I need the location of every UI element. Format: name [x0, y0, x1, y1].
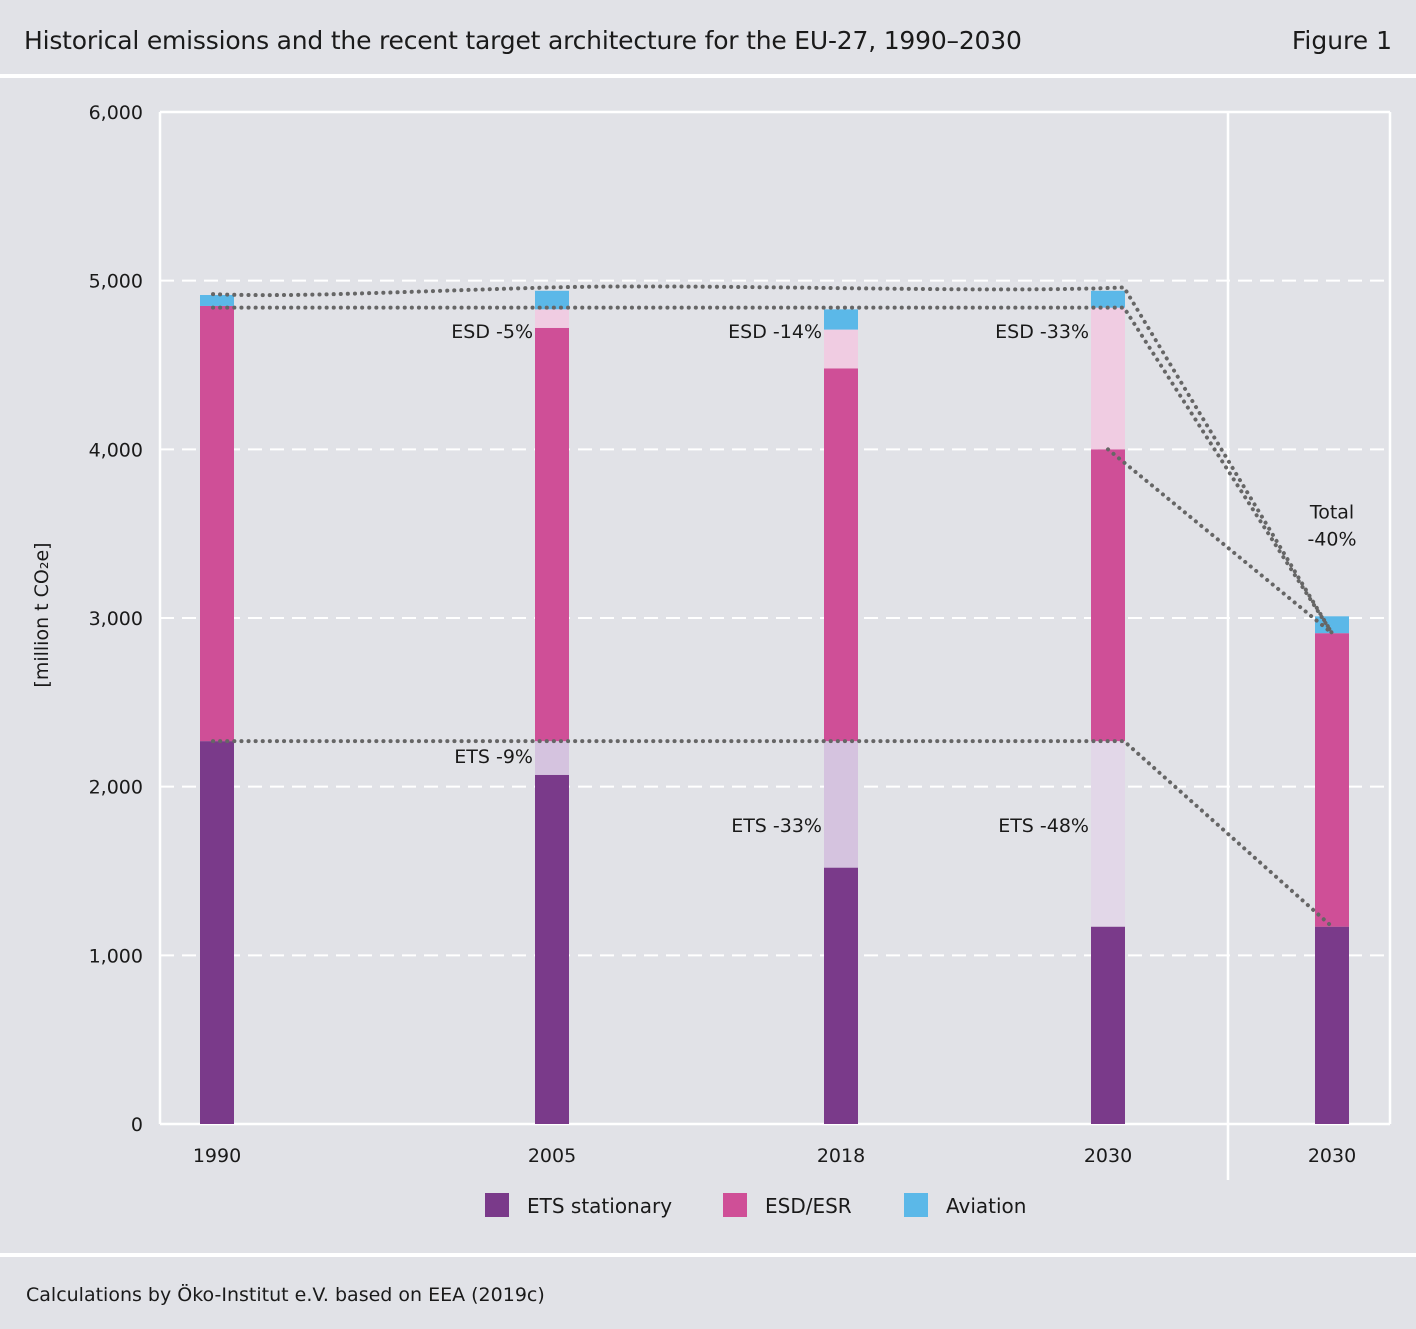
- x-tick-label: 2030: [1308, 1145, 1356, 1167]
- x-tick-label: 2030: [1084, 1145, 1132, 1167]
- y-tick-label: 5,000: [89, 271, 143, 293]
- annotation-label: ESD -33%: [995, 321, 1089, 343]
- bar-esd: [200, 305, 234, 742]
- legend-label: ESD/ESR: [765, 1194, 852, 1218]
- bar-esd: [1091, 449, 1125, 742]
- footer-divider: [0, 1253, 1416, 1257]
- x-tick-label: 1990: [193, 1145, 241, 1167]
- source-note: Calculations by Öko-Institut e.V. based …: [26, 1284, 545, 1306]
- y-tick-label: 1,000: [89, 945, 143, 967]
- bar-aviation: [535, 290, 569, 310]
- bar-ets-stationary: [1315, 926, 1349, 1124]
- legend-swatch: [723, 1193, 747, 1217]
- line-layer: [211, 284, 1334, 929]
- bar-esd: [535, 327, 569, 742]
- bar-layer: [200, 290, 1349, 1124]
- bar-aviation: [1091, 290, 1125, 308]
- bar-ets-stationary: [824, 867, 858, 1124]
- bar-esd: [1315, 633, 1349, 927]
- annotation-label: ESD -14%: [728, 321, 822, 343]
- annotation-layer: ESD -5% ESD -14% ESD -33% ETS -9% ETS -33% ET…: [451, 321, 1356, 837]
- ets-2005-line: [211, 739, 1334, 929]
- bar-ets-reduction: [535, 741, 569, 775]
- annotation-label: Total: [1309, 501, 1354, 523]
- annotation-label: ETS -33%: [731, 815, 822, 837]
- y-tick-label: 0: [131, 1114, 143, 1136]
- bar-ets-stationary: [535, 774, 569, 1124]
- bar-ets-stationary: [1091, 926, 1125, 1124]
- annotation-label: -40%: [1307, 528, 1356, 550]
- grid-layer: [158, 110, 1392, 1180]
- esd-2005-line: [211, 305, 1334, 636]
- bar-esd-reduction: [1091, 307, 1125, 450]
- bar-esd-reduction: [824, 329, 858, 369]
- y-axis-title: [million t CO₂e]: [31, 542, 53, 687]
- y-tick-label: 2,000: [89, 777, 143, 799]
- bar-aviation: [824, 309, 858, 330]
- annotation-label: ESD -5%: [451, 321, 533, 343]
- x-tick-label: 2005: [528, 1145, 576, 1167]
- y-tick-label: 3,000: [89, 608, 143, 630]
- bar-ets-reduction: [824, 741, 858, 868]
- esd-target-line: [1106, 447, 1334, 636]
- y-tick-label: 4,000: [89, 439, 143, 461]
- bar-esd-reduction: [535, 309, 569, 328]
- annotation-label: ETS -9%: [454, 746, 533, 768]
- bar-esd: [824, 368, 858, 742]
- legend-label: Aviation: [946, 1194, 1026, 1218]
- legend-swatch: [904, 1193, 928, 1217]
- annotation-label: ETS -48%: [998, 815, 1089, 837]
- x-tick-label: 2018: [817, 1145, 865, 1167]
- bar-aviation: [200, 295, 234, 306]
- legend-swatch: [485, 1193, 509, 1217]
- chart-header: Historical emissions and the recent targ…: [0, 0, 1416, 76]
- header-divider: [0, 74, 1416, 78]
- bar-ets-stationary: [200, 741, 234, 1124]
- axis-layer: 0 1,000 2,000 3,000 4,000 5,000 6,000 [million …: [31, 102, 1356, 1167]
- figure-label: Figure 1: [1291, 26, 1392, 55]
- legend-label: ETS stationary: [527, 1194, 672, 1218]
- y-tick-label: 6,000: [89, 102, 143, 124]
- chart-title: Historical emissions and the recent targ…: [24, 26, 1022, 55]
- bar-ets-reduction: [1091, 741, 1125, 927]
- chart-area: 0 1,000 2,000 3,000 4,000 5,000 6,000 [million …: [31, 102, 1392, 1218]
- legend: ETS stationary ESD/ESR Aviation: [485, 1193, 1026, 1218]
